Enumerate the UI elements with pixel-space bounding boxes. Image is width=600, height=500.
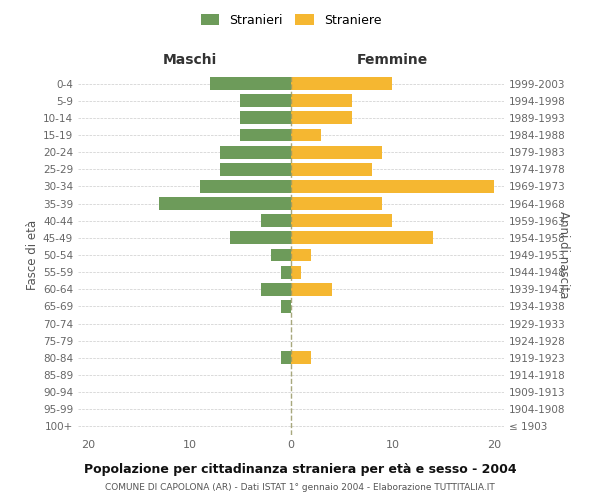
Bar bbox=[220, 163, 291, 175]
Bar bbox=[281, 266, 291, 278]
Bar bbox=[260, 214, 291, 227]
Text: Femmine: Femmine bbox=[357, 54, 428, 68]
Bar bbox=[291, 128, 322, 141]
Y-axis label: Anni di nascita: Anni di nascita bbox=[557, 212, 570, 298]
Bar bbox=[210, 77, 291, 90]
Bar bbox=[291, 94, 352, 107]
Bar bbox=[291, 112, 352, 124]
Bar bbox=[291, 197, 382, 210]
Y-axis label: Fasce di età: Fasce di età bbox=[26, 220, 39, 290]
Bar bbox=[281, 352, 291, 364]
Bar bbox=[281, 300, 291, 313]
Text: Maschi: Maschi bbox=[163, 54, 217, 68]
Bar bbox=[291, 180, 494, 193]
Bar bbox=[230, 232, 291, 244]
Bar bbox=[240, 94, 291, 107]
Bar bbox=[291, 163, 372, 175]
Bar bbox=[240, 128, 291, 141]
Bar bbox=[291, 214, 392, 227]
Bar bbox=[200, 180, 291, 193]
Bar bbox=[291, 77, 392, 90]
Legend: Stranieri, Straniere: Stranieri, Straniere bbox=[196, 8, 386, 32]
Bar bbox=[291, 352, 311, 364]
Bar bbox=[291, 146, 382, 158]
Bar bbox=[159, 197, 291, 210]
Bar bbox=[291, 266, 301, 278]
Bar bbox=[291, 283, 332, 296]
Bar bbox=[260, 283, 291, 296]
Text: COMUNE DI CAPOLONA (AR) - Dati ISTAT 1° gennaio 2004 - Elaborazione TUTTITALIA.I: COMUNE DI CAPOLONA (AR) - Dati ISTAT 1° … bbox=[105, 484, 495, 492]
Bar bbox=[291, 232, 433, 244]
Bar bbox=[240, 112, 291, 124]
Bar bbox=[220, 146, 291, 158]
Bar bbox=[271, 248, 291, 262]
Text: Popolazione per cittadinanza straniera per età e sesso - 2004: Popolazione per cittadinanza straniera p… bbox=[83, 462, 517, 475]
Bar bbox=[291, 248, 311, 262]
